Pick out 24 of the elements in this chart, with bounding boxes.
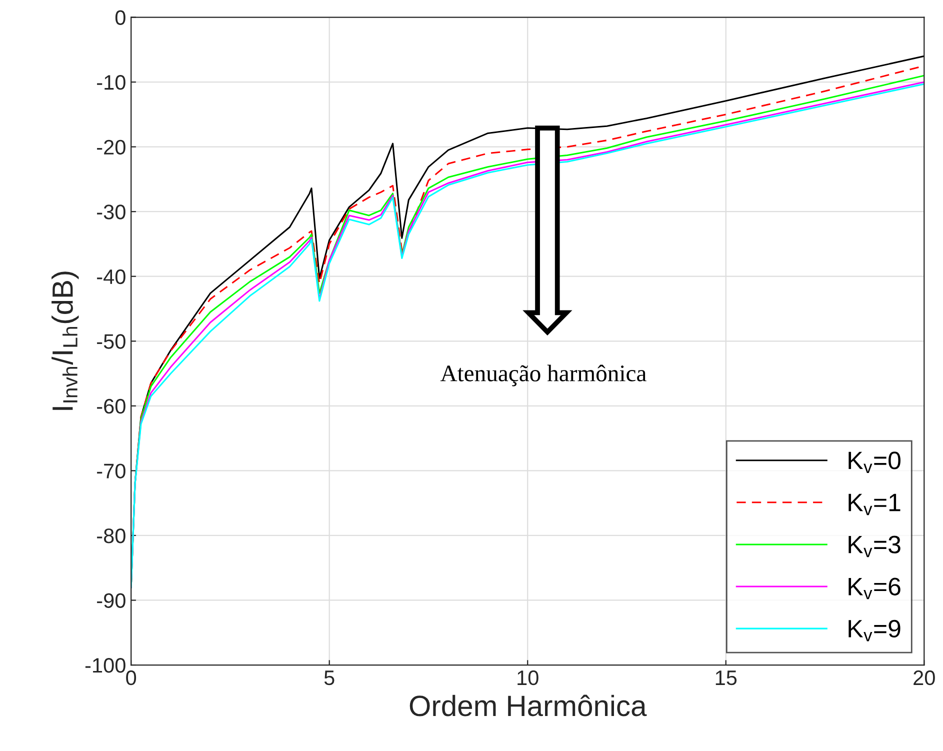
- legend-label: K$_{v}$=1: [848, 494, 900, 516]
- x-tick-label: 5: [324, 670, 334, 686]
- y-tick-label: -30: [97, 204, 126, 220]
- legend-label: K$_{v}$=3: [848, 536, 900, 558]
- x-tick-label: 10: [518, 670, 538, 686]
- x-tick-label: 20: [914, 670, 935, 686]
- y-tick-label: -10: [97, 75, 126, 90]
- y-axis-title: I$_{Invh}$/I$_{Lh}$(dB): [52, 272, 79, 410]
- y-tick-label: 0: [115, 10, 126, 26]
- y-tick-label: -40: [97, 269, 126, 284]
- y-tick-label: -60: [97, 398, 126, 414]
- legend-label: K$_{v}$=6: [848, 578, 900, 600]
- legend-label: K$_{v}$=9: [848, 620, 900, 642]
- x-axis-title: Ordem Harmônica: [410, 694, 647, 716]
- y-tick-label: -70: [97, 464, 126, 478]
- y-tick-label: -80: [97, 528, 126, 544]
- y-tick-label: -50: [97, 334, 126, 349]
- annotation: Atenuação harmônica: [440, 364, 646, 386]
- y-tick-label: -90: [97, 593, 126, 608]
- legend-label: K$_{v}$=0: [848, 452, 900, 474]
- y-tick-label: -100: [85, 658, 126, 673]
- x-tick-label: 15: [716, 670, 737, 686]
- x-tick-label: 0: [126, 670, 136, 686]
- y-tick-label: -20: [97, 140, 126, 155]
